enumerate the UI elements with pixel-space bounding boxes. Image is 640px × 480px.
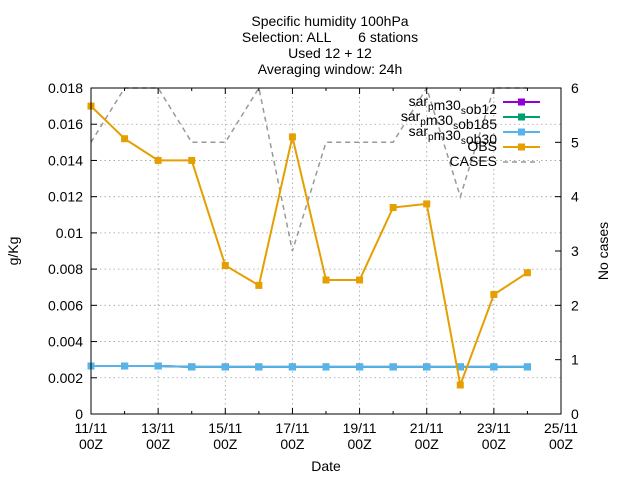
data-point-obs (523, 269, 531, 277)
legend-label: OBS (467, 138, 497, 154)
legend-label: CASES (450, 153, 497, 169)
y-tick-label: 0.012 (48, 189, 83, 205)
data-point-sar_pm30_sob30 (523, 363, 531, 371)
legend-label: sarpm30sob185 (401, 108, 497, 132)
y-tick-label: 0.018 (48, 80, 83, 96)
legend-marker (518, 143, 525, 151)
x-axis-label: Date (311, 458, 341, 474)
y-tick-label: 0.006 (48, 297, 83, 313)
data-point-obs (423, 200, 431, 208)
axis-ticks: 0 0.002 0.004 0.006 0.008 0.01 0.012 0.014 0.016… (48, 80, 579, 452)
series-line-obs (90, 105, 528, 389)
grid (91, 88, 561, 414)
x-tick-label: 19/11 (343, 420, 377, 436)
x-tick-label-time: 00Z (348, 436, 373, 452)
data-point-sar_pm30_sob30 (221, 363, 229, 371)
chart-title: Specific humidity 100hPa Selection: ALL … (242, 13, 418, 77)
data-point-obs (322, 276, 330, 284)
x-tick-label-time: 00Z (213, 436, 238, 452)
chart-title-line-2: Selection: ALL 6 stations (242, 29, 418, 45)
data-point-obs (255, 281, 263, 289)
series-line-sar_pm30_sob30 (91, 365, 528, 368)
data-point-sar_pm30_sob30 (356, 363, 364, 371)
legend-label: sarpm30sob12 (409, 93, 498, 117)
series-line-cases (90, 86, 528, 252)
legend-marker (518, 98, 525, 106)
x-tick-label: 17/11 (275, 420, 309, 436)
y2-tick-label: 2 (571, 297, 579, 313)
data-point-sar_pm30_sob30 (490, 363, 498, 371)
data-point-sar_pm30_sob30 (188, 363, 196, 371)
legend-marker (518, 113, 525, 121)
data-point-sar_pm30_sob30 (389, 363, 397, 371)
y-tick-label: 0.016 (48, 116, 83, 132)
data-point-obs (356, 276, 364, 284)
x-tick-label: 23/11 (477, 420, 511, 436)
data-point-sar_pm30_sob30 (154, 362, 162, 370)
data-point-sar_pm30_sob30 (121, 362, 129, 370)
y-tick-label: 0.008 (48, 261, 83, 277)
x-tick-label-time: 00Z (79, 436, 104, 452)
data-point-obs (490, 290, 498, 298)
x-tick-label: 21/11 (410, 420, 444, 436)
legend-marker (518, 128, 525, 136)
legend-label: sarpm30sob30 (409, 123, 498, 147)
data-point-obs (389, 204, 397, 212)
data-point-sar_pm30_sob30 (322, 363, 330, 371)
data-point-sar_pm30_sob30 (456, 363, 464, 371)
legend: sarpm30sob12sarpm30sob185sarpm30sob30OBS… (401, 93, 540, 169)
chart-title-line-3: Used 12 + 12 (288, 45, 372, 61)
y2-tick-label: 0 (571, 406, 579, 422)
y2-axis-label: No cases (595, 222, 611, 280)
data-point-sar_pm30_sob30 (423, 363, 431, 371)
y-tick-label: 0.004 (48, 334, 83, 350)
data-point-obs (188, 156, 196, 164)
series-layer (87, 86, 531, 389)
y-tick-label: 0.002 (48, 370, 83, 386)
data-point-sar_pm30_sob30 (255, 363, 263, 371)
y-tick-label: 0.014 (48, 152, 83, 168)
x-tick-label-time: 00Z (482, 436, 507, 452)
x-tick-label-time: 00Z (280, 436, 305, 452)
x-tick-label: 11/11 (75, 420, 108, 436)
chart-title-line-4: Averaging window: 24h (258, 61, 403, 77)
x-tick-label-time: 00Z (549, 436, 574, 452)
y2-tick-label: 4 (571, 189, 579, 205)
y2-tick-label: 1 (571, 352, 579, 368)
x-tick-label: 25/11 (544, 420, 578, 436)
data-point-obs (221, 261, 229, 269)
x-tick-label-time: 00Z (146, 436, 171, 452)
y-tick-label: 0 (75, 406, 83, 422)
data-point-obs (154, 156, 162, 164)
x-tick-label: 13/11 (141, 420, 175, 436)
y-axis-label: g/Kg (5, 237, 21, 266)
data-point-sar_pm30_sob30 (288, 363, 296, 371)
data-point-obs (456, 381, 464, 389)
y2-tick-label: 3 (571, 243, 579, 259)
x-tick-label-time: 00Z (415, 436, 440, 452)
data-point-obs (121, 135, 129, 143)
y2-tick-label: 5 (571, 134, 579, 150)
y2-tick-label: 6 (571, 80, 579, 96)
chart-title-line-1: Specific humidity 100hPa (251, 13, 408, 29)
data-point-obs (288, 133, 296, 141)
y-tick-label: 0.01 (56, 225, 83, 241)
x-tick-label: 15/11 (208, 420, 242, 436)
